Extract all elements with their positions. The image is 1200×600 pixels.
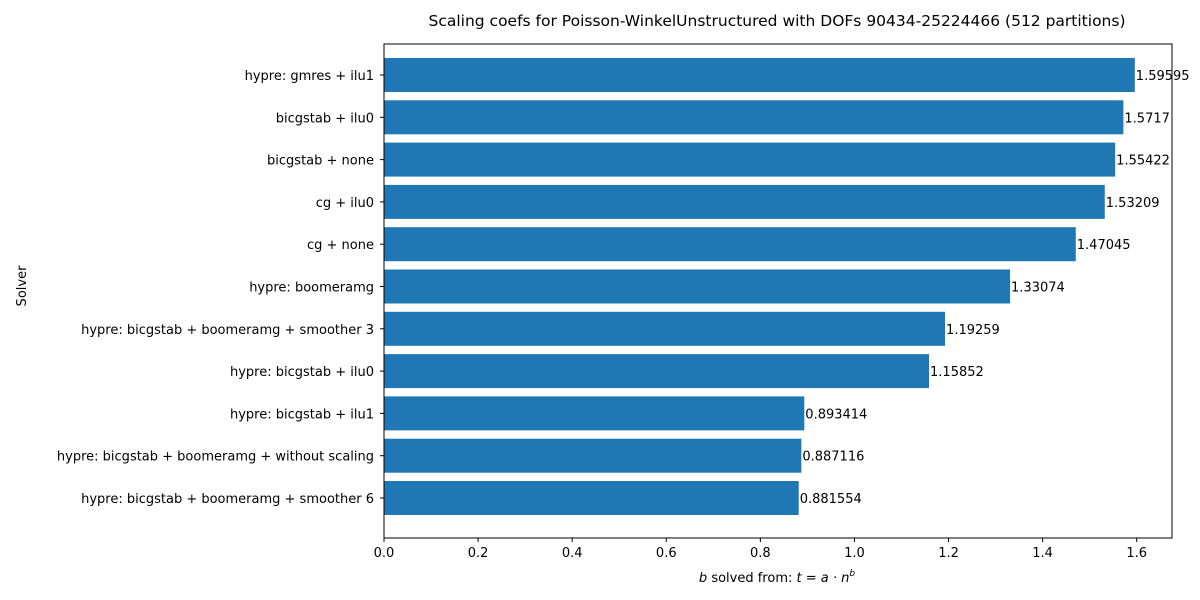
x-axis-label: b solved from: t = a · nb <box>699 569 855 586</box>
x-axis-label-text: solved from: <box>707 571 796 586</box>
x-tick-label-8: 1.6 <box>1126 546 1147 561</box>
x-tick-label-0: 0.0 <box>374 546 395 561</box>
bar-4 <box>384 227 1076 262</box>
bars-layer <box>384 58 1135 515</box>
x-tick-label-4: 0.8 <box>750 546 771 561</box>
y-tick-label-2: bicgstab + none <box>267 154 374 169</box>
bar-8 <box>384 396 805 431</box>
ticks-layer: hypre: gmres + ilu1 bicgstab + ilu0 bicgst… <box>57 69 1147 561</box>
data-label-7: 1.15852 <box>930 365 984 380</box>
bar-1 <box>384 100 1124 135</box>
data-label-8: 0.893414 <box>805 407 867 422</box>
bar-9 <box>384 438 802 473</box>
y-tick-label-5: hypre: boomeramg <box>249 281 374 296</box>
labels-layer: 1.59595 1.5717 1.55422 1.53209 1.47045 1.3307… <box>800 69 1190 507</box>
bar-2 <box>384 142 1116 177</box>
chart-title: Scaling coefs for Poisson-WinkelUnstruct… <box>428 12 1125 30</box>
bar-7 <box>384 354 930 389</box>
bar-5 <box>384 269 1011 304</box>
bar-6 <box>384 311 946 346</box>
x-axis-label-exponent: b <box>849 569 855 579</box>
data-label-9: 0.887116 <box>802 450 864 465</box>
y-axis-label: Solver <box>15 265 30 307</box>
data-label-2: 1.55422 <box>1116 154 1170 169</box>
data-label-4: 1.47045 <box>1077 238 1131 253</box>
x-tick-label-7: 1.4 <box>1032 546 1053 561</box>
data-label-5: 1.33074 <box>1011 281 1065 296</box>
y-tick-label-10: hypre: bicgstab + boomeramg + smoother 6 <box>81 492 374 507</box>
x-tick-label-1: 0.2 <box>468 546 489 561</box>
data-label-10: 0.881554 <box>800 492 862 507</box>
x-tick-label-3: 0.6 <box>656 546 677 561</box>
data-label-1: 1.5717 <box>1124 111 1170 126</box>
data-label-6: 1.19259 <box>946 323 1000 338</box>
bar-10 <box>384 481 799 515</box>
x-tick-label-6: 1.2 <box>938 546 959 561</box>
y-tick-label-4: cg + none <box>307 238 374 253</box>
y-tick-label-8: hypre: bicgstab + ilu1 <box>230 407 374 422</box>
x-tick-label-5: 1.0 <box>844 546 865 561</box>
x-tick-label-2: 0.4 <box>562 546 583 561</box>
y-tick-label-3: cg + ilu0 <box>316 196 374 211</box>
plot-frame <box>383 43 1173 539</box>
y-tick-label-6: hypre: bicgstab + boomeramg + smoother 3 <box>81 323 374 338</box>
y-tick-label-0: hypre: gmres + ilu1 <box>245 69 374 84</box>
x-axis-label-formula: t = a · n <box>797 571 850 586</box>
x-axis-label-var: b <box>699 571 707 586</box>
data-label-0: 1.59595 <box>1136 69 1190 84</box>
y-tick-label-9: hypre: bicgstab + boomeramg + without sc… <box>57 450 374 465</box>
data-label-3: 1.53209 <box>1106 196 1160 211</box>
bar-0 <box>384 58 1135 92</box>
y-tick-label-1: bicgstab + ilu0 <box>276 111 374 126</box>
bar-3 <box>384 184 1105 219</box>
y-tick-label-7: hypre: bicgstab + ilu0 <box>230 365 374 380</box>
